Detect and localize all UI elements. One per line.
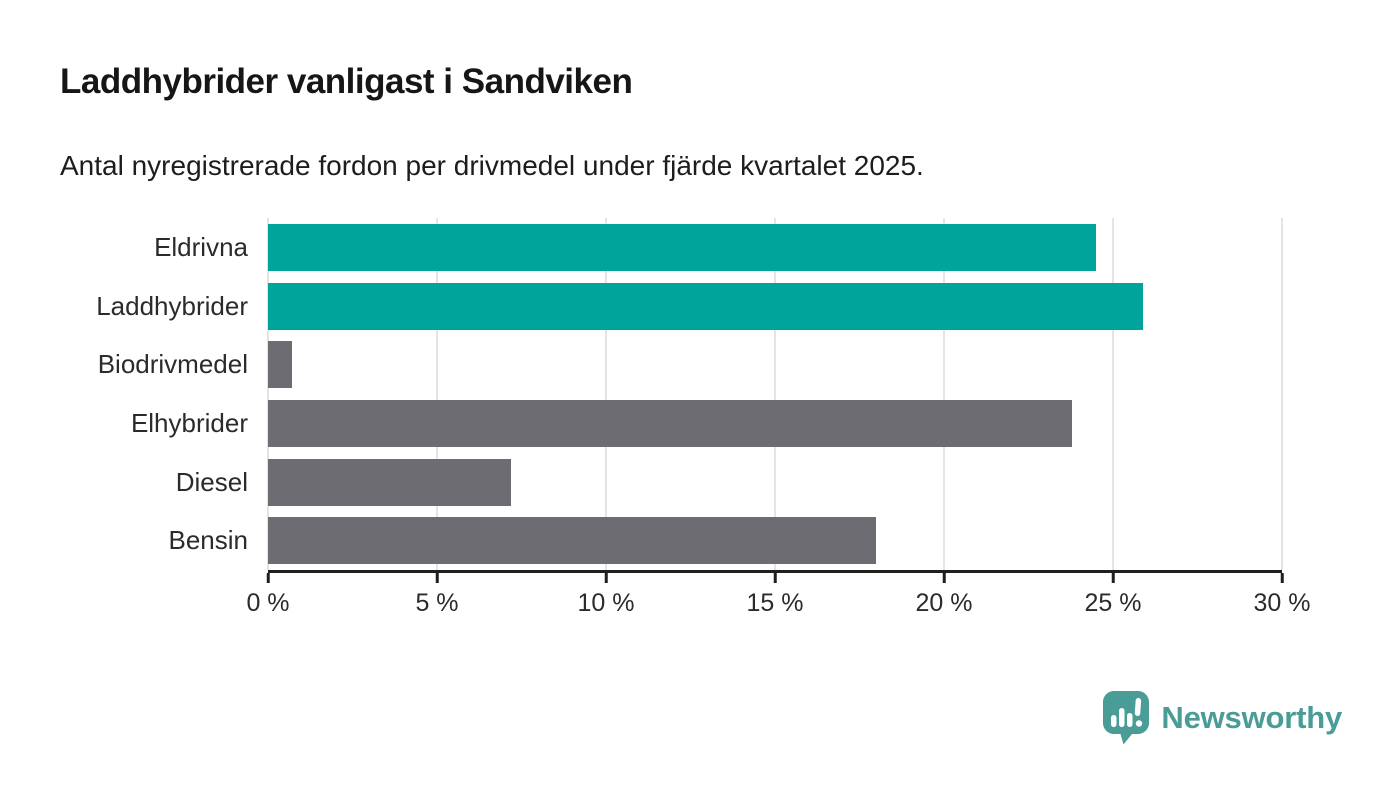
x-axis-tick-5 xyxy=(435,573,439,583)
bar-track xyxy=(268,341,1282,389)
category-label: Bensin xyxy=(168,525,249,556)
newsworthy-logo: Newsworthy xyxy=(1102,690,1342,746)
bar-row: Diesel xyxy=(60,453,1282,512)
category-label: Diesel xyxy=(175,466,248,497)
bar-row: Laddhybrider xyxy=(60,277,1282,336)
bar-bensin xyxy=(268,517,877,565)
gridline-20 xyxy=(943,218,945,570)
bar-row: Elhybrider xyxy=(60,394,1282,453)
x-axis-tick-label: 25 % xyxy=(1084,589,1142,617)
gridline-0 xyxy=(267,218,269,570)
bar-diesel xyxy=(268,458,512,506)
x-axis-tick-label: 15 % xyxy=(746,589,804,617)
bar-track xyxy=(268,458,1282,506)
bar-track xyxy=(268,282,1282,330)
x-axis: 0 % 5 % 10 % 15 % 20 % 25 % 30 % xyxy=(246,570,1310,626)
logo-text: Newsworthy xyxy=(1161,700,1342,735)
page-title: Laddhybrider vanligast i Sandviken xyxy=(60,62,633,101)
x-axis-tick-label: 20 % xyxy=(915,589,973,617)
gridline-25 xyxy=(1112,218,1114,570)
x-axis-tick-label: 10 % xyxy=(577,589,635,617)
x-axis-tick-label: 0 % xyxy=(246,589,290,617)
gridline-10 xyxy=(605,218,607,570)
x-axis-tick-20 xyxy=(942,573,946,583)
bar-row: Eldrivna xyxy=(60,218,1282,277)
x-axis-tick-10 xyxy=(604,573,608,583)
x-axis-tick-15 xyxy=(773,573,777,583)
gridline-15 xyxy=(774,218,776,570)
bar-track xyxy=(268,399,1282,447)
gridline-30 xyxy=(1281,218,1283,570)
gridlines xyxy=(267,218,1283,570)
x-axis-tick-30 xyxy=(1280,573,1284,583)
bar-laddhybrider xyxy=(268,282,1144,330)
category-label: Elhybrider xyxy=(130,407,248,438)
gridline-5 xyxy=(436,218,438,570)
bar-elhybrider xyxy=(268,399,1073,447)
category-label: Biodrivmedel xyxy=(97,349,248,380)
bar-row: Biodrivmedel xyxy=(60,335,1282,394)
bar-track xyxy=(268,517,1282,565)
x-axis-tick-label: 5 % xyxy=(415,589,459,617)
x-axis-tick-label: 30 % xyxy=(1253,589,1311,617)
category-label: Laddhybrider xyxy=(96,290,248,321)
bar-track xyxy=(268,223,1282,271)
category-label: Eldrivna xyxy=(154,231,248,262)
x-axis-tick-25 xyxy=(1111,573,1115,583)
bar-biodrivmedel xyxy=(268,341,292,389)
bars-area: Eldrivna Laddhybrider Biodrivmedel Elhybrid… xyxy=(60,218,1282,570)
bar-row: Bensin xyxy=(60,511,1282,570)
page-subtitle: Antal nyregistrerade fordon per drivmede… xyxy=(60,150,924,181)
bar-eldrivna xyxy=(268,223,1097,271)
plot-area: Eldrivna Laddhybrider Biodrivmedel Elhybrid… xyxy=(60,218,1283,570)
x-axis-tick-0 xyxy=(266,573,270,583)
bar-chart: Eldrivna Laddhybrider Biodrivmedel Elhybrid… xyxy=(60,218,1310,626)
speech-bubble-bar-chart-icon xyxy=(1103,691,1150,745)
